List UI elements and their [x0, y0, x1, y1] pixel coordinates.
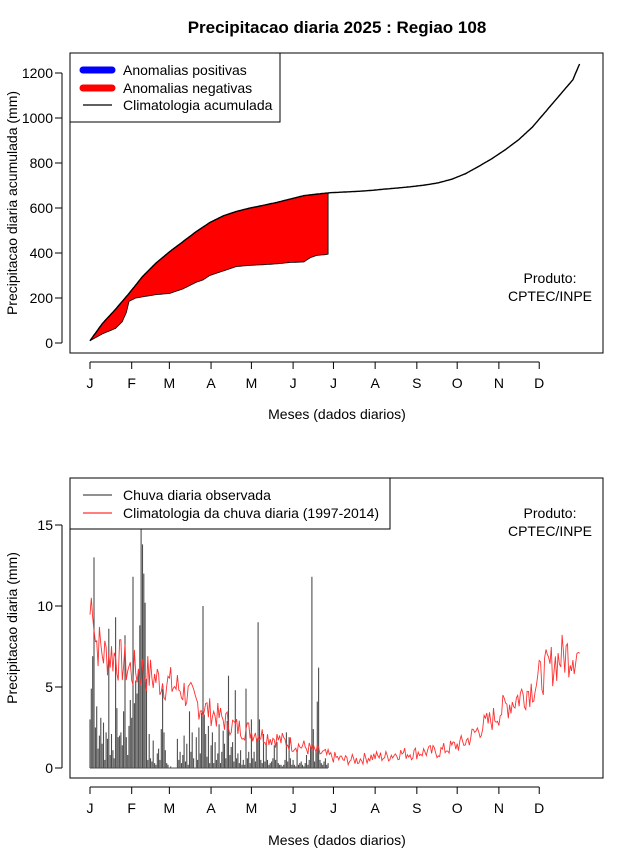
y-tick-label: 200: [30, 290, 54, 306]
y-tick-label-2: 5: [45, 679, 53, 695]
negative-anomaly-area: [89, 192, 329, 342]
product-label: Produto:: [524, 270, 577, 286]
x-tick-label: N: [494, 375, 504, 391]
legend-label-clim-daily: Climatologia da chuva diaria (1997-2014): [123, 505, 379, 521]
legend-label-positive: Anomalias positivas: [123, 62, 247, 78]
legend-label-negative: Anomalias negativas: [123, 80, 252, 96]
legend: Anomalias positivas Anomalias negativas …: [69, 52, 281, 123]
x-tick-label: A: [206, 800, 216, 816]
y-tick-label: 800: [30, 155, 54, 171]
x-tick-label: S: [412, 800, 421, 816]
x-tick-label: D: [534, 375, 544, 391]
plot-frame: [69, 52, 604, 354]
x-axis-label: Meses (dados diarios): [268, 406, 406, 422]
chart-title: Precipitacao diaria 2025 : Regiao 108: [188, 18, 487, 37]
y-tick-label-2: 15: [37, 517, 53, 533]
x-tick-label: J: [290, 800, 297, 816]
y-tick-label-2: 10: [37, 598, 53, 614]
legend-2: Chuva diaria observada Climatologia da c…: [69, 477, 391, 530]
x-tick-label: M: [164, 375, 176, 391]
x-tick-label: S: [412, 375, 421, 391]
x-tick-label: J: [87, 375, 94, 391]
x-tick-label: F: [127, 375, 136, 391]
observed-bars: [89, 484, 329, 769]
y-tick-label: 1000: [22, 110, 53, 126]
x-tick-label: J: [330, 800, 337, 816]
x-tick-label: J: [290, 375, 297, 391]
legend-box-2: [69, 477, 391, 530]
x-tick-label: O: [452, 375, 463, 391]
daily-climatology-line: [89, 597, 580, 767]
product-source-2: CPTEC/INPE: [508, 523, 592, 539]
x-tick-label: J: [87, 800, 94, 816]
legend-label-observed: Chuva diaria observada: [123, 487, 271, 503]
y-axis-label: Precipitacao diaria acumulada (mm): [4, 91, 20, 315]
daily-climatology-polyline: [89, 597, 580, 767]
x-tick-label: O: [452, 800, 463, 816]
x-tick-label: D: [534, 800, 544, 816]
x-tick-label: F: [127, 800, 136, 816]
y-tick-label: 1200: [22, 65, 53, 81]
y-tick-label-2: 0: [45, 760, 53, 776]
y-axis-label-2: Precipitacao diaria (mm): [4, 552, 20, 704]
product-label-2: Produto:: [524, 505, 577, 521]
climatology-line: [89, 63, 581, 342]
cumulative-chart: 0 200 400 600 800 1000 1200 J F M A M J J A S O N D Preci…: [4, 52, 604, 422]
daily-chart: 0 5 10 15 J F M A M J J A S O N D Precipitacao diaria …: [4, 477, 604, 848]
x-tick-label: A: [370, 375, 380, 391]
climatology-polyline: [89, 63, 581, 342]
negative-anomaly-polygon: [89, 192, 329, 342]
x-tick-label: M: [246, 375, 258, 391]
product-source: CPTEC/INPE: [508, 288, 592, 304]
y-axis: 0 200 400 600 800 1000 1200: [22, 65, 63, 351]
x-tick-label: M: [246, 800, 258, 816]
y-tick-label: 600: [30, 200, 54, 216]
y-tick-label: 0: [45, 335, 53, 351]
x-tick-label: N: [494, 800, 504, 816]
y-tick-label: 400: [30, 245, 54, 261]
x-tick-label: M: [164, 800, 176, 816]
x-tick-label: A: [206, 375, 216, 391]
x-tick-label: J: [330, 375, 337, 391]
legend-label-climatology: Climatologia acumulada: [123, 97, 273, 113]
x-axis-label-2: Meses (dados diarios): [268, 832, 406, 848]
y-axis-2: 0 5 10 15: [37, 517, 63, 776]
x-tick-label: A: [370, 800, 380, 816]
